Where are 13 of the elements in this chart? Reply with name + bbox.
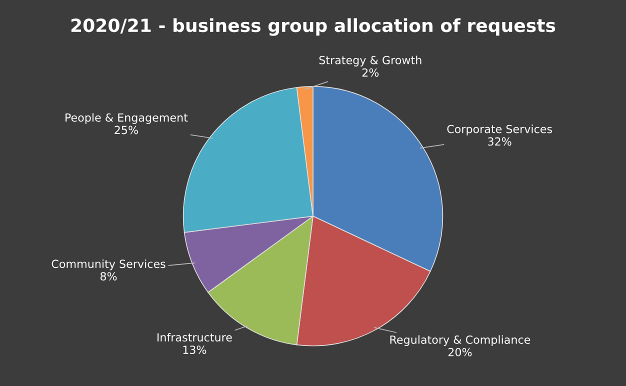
slice-label: Regulatory & Compliance	[390, 335, 530, 346]
slice-label: Infrastructure	[158, 332, 232, 342]
data-label: 13%	[183, 346, 206, 354]
slice-label: People & Engagement	[66, 113, 188, 124]
data-label: 8%	[100, 272, 117, 281]
chart-title: 2020/21 - business group allocation of requests	[71, 18, 556, 36]
data-label: 32%	[488, 137, 512, 146]
slice-label: Corporate Services	[447, 124, 552, 136]
data-label: 2%	[362, 68, 379, 77]
slice-label: Community Services	[52, 259, 166, 270]
slice-label: Strategy & Growth	[319, 56, 422, 66]
data-label: 20%	[448, 348, 472, 356]
data-label: 25%	[114, 126, 138, 134]
